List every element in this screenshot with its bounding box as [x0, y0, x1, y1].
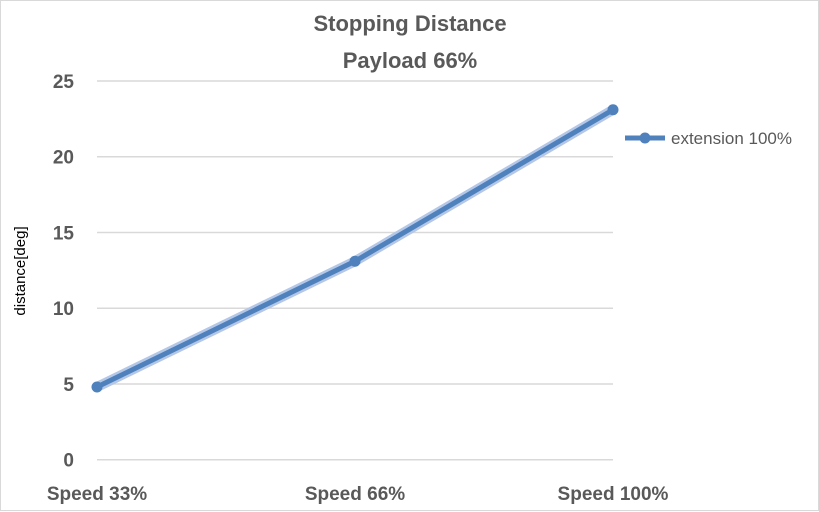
y-tick-label: 20 [53, 148, 74, 169]
x-tick-label: Speed 100% [558, 484, 669, 505]
y-tick-label: 10 [53, 299, 74, 320]
x-tick-label: Speed 66% [305, 484, 405, 505]
y-axis-label: distance[deg] [12, 226, 29, 315]
chart-title-line2: Payload 66% [343, 48, 478, 73]
y-tick-label: 5 [63, 375, 74, 396]
x-tick-label: Speed 33% [47, 484, 147, 505]
data-point [91, 381, 103, 393]
series-glow [94, 105, 616, 392]
chart-title-line1: Stopping Distance [313, 11, 506, 36]
data-point [349, 255, 361, 267]
y-tick-label: 15 [53, 223, 75, 244]
data-point [607, 104, 619, 116]
y-tick-label: 0 [63, 451, 74, 472]
legend: extension 100% [625, 129, 792, 148]
legend-label: extension 100% [671, 129, 792, 148]
y-tick-label: 25 [53, 72, 75, 93]
legend-marker [639, 132, 651, 144]
